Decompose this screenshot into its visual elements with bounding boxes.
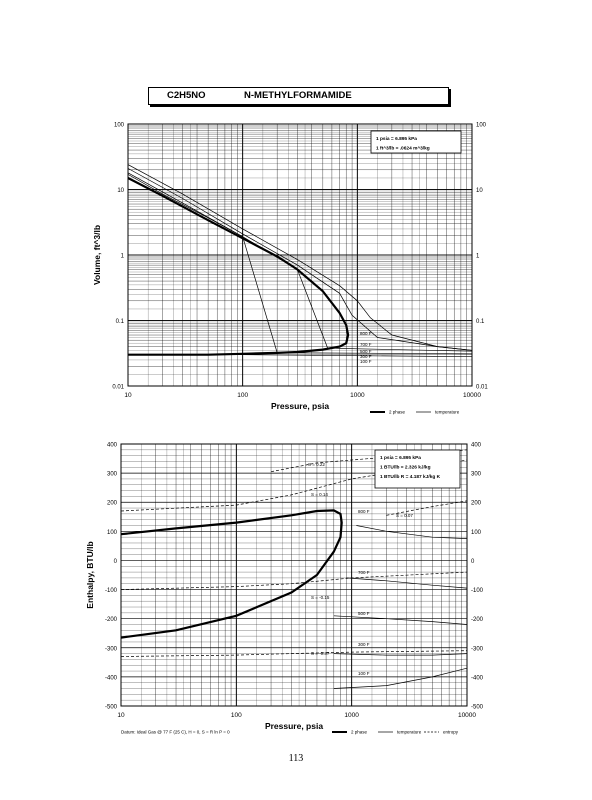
isotherm-line xyxy=(333,615,467,625)
x-tick-label: 10000 xyxy=(463,392,481,399)
conversion-text: 1 psia = 6.895 kPa xyxy=(380,455,421,461)
y-tick-label-right: 200 xyxy=(471,501,482,507)
datum-footnote: Datum: Ideal Gas @ 77 F (25 C), H = 0, S… xyxy=(121,730,230,735)
y-tick-label-right: -500 xyxy=(471,705,484,711)
temperature-label: 300 F xyxy=(360,354,372,359)
temperature-label: 700 F xyxy=(360,342,372,347)
y-tick-label: 0.01 xyxy=(112,385,124,391)
temperature-label: 500 F xyxy=(360,349,372,354)
plot-area xyxy=(128,164,472,358)
y-tick-label: -300 xyxy=(105,646,118,652)
temperature-label: 500 F xyxy=(358,611,370,616)
conversion-box xyxy=(370,130,462,154)
y-tick-label-right: 0 xyxy=(471,559,475,565)
two-phase-dome xyxy=(128,177,350,356)
y-tick-label-right: -400 xyxy=(471,675,484,681)
entropy-label: S = -0.37 xyxy=(311,651,330,656)
isotherm-line xyxy=(128,164,472,351)
y-tick-label-right: 1 xyxy=(476,254,480,260)
entropy-label: S = 0.07 xyxy=(396,513,413,518)
x-tick-label: 100 xyxy=(237,392,248,399)
y-tick-label: 1 xyxy=(121,254,125,260)
conversion-text: 1 ft^3/lb = .0624 m^3/kg xyxy=(376,146,430,152)
x-axis-label: Pressure, psia xyxy=(271,401,329,411)
legend-label: temperature xyxy=(435,410,460,415)
x-tick-label: 100 xyxy=(231,712,242,719)
conversion-box xyxy=(374,449,461,489)
y-tick-label-right: 0.01 xyxy=(476,385,488,391)
legend-label: temperature xyxy=(397,730,422,735)
chart-2: 10 100 1000 10000-500-400-300-200-100010020… xyxy=(85,443,484,735)
y-tick-label: 100 xyxy=(107,530,118,536)
grid xyxy=(127,123,473,387)
y-tick-label-right: 0.1 xyxy=(476,319,485,325)
x-tick-label: 10000 xyxy=(458,712,476,719)
two-phase-dome xyxy=(121,509,343,639)
y-tick-label: 0.1 xyxy=(116,319,125,325)
temperature-label: 100 F xyxy=(360,359,372,364)
y-tick-label-right: 100 xyxy=(471,530,482,536)
compound-header: C2H5NO N-METHYLFORMAMIDE xyxy=(148,87,449,105)
isotherm-line xyxy=(333,653,467,656)
y-tick-label: 400 xyxy=(107,443,118,449)
temperature-label: 100 F xyxy=(358,671,370,676)
x-tick-label: 10 xyxy=(124,392,132,399)
temperature-label: 800 F xyxy=(358,509,370,514)
y-tick-label: 0 xyxy=(114,559,118,565)
conversion-text: 1 BTU/lb = 2.326 kJ/kg xyxy=(380,465,431,471)
entropy-label: S = -0.15 xyxy=(311,595,330,600)
conversion-text: 1 BTU/lb R = 4.187 kJ/kg K xyxy=(380,474,441,480)
legend-label: 2 phase xyxy=(351,730,368,735)
compound-name: N-METHYLFORMAMIDE xyxy=(244,90,352,101)
y-tick-label: 10 xyxy=(117,188,124,194)
legend-label: 2 phase xyxy=(389,410,406,415)
plot-frame xyxy=(127,123,473,387)
temperature-label: 300 F xyxy=(358,642,370,647)
isotherm-line xyxy=(346,577,467,589)
conversion-text: 1 psia = 6.895 kPa xyxy=(376,136,417,142)
x-axis-label: Pressure, psia xyxy=(265,721,323,731)
page-number: 113 xyxy=(288,753,304,764)
chart-1: 10 100 1000 100000.010.11101000.010.1110100… xyxy=(92,123,488,415)
x-tick-label: 1000 xyxy=(344,712,359,719)
y-tick-label: -100 xyxy=(105,588,118,594)
isotherm-line xyxy=(333,667,467,689)
y-tick-label-right: 10 xyxy=(476,188,483,194)
entropy-line xyxy=(386,500,467,516)
legend-label: entropy xyxy=(443,730,459,735)
y-tick-label: 200 xyxy=(107,501,118,507)
entropy-label: S = 0.22 xyxy=(308,462,325,467)
y-tick-label-right: -200 xyxy=(471,617,484,623)
y-tick-label: -400 xyxy=(105,675,118,681)
isotherm-line xyxy=(128,168,472,351)
temperature-label: 800 F xyxy=(360,331,372,336)
x-tick-label: 1000 xyxy=(350,392,365,399)
y-tick-label: -500 xyxy=(105,705,118,711)
y-tick-label-right: 100 xyxy=(476,123,487,129)
y-tick-label: -200 xyxy=(105,617,118,623)
entropy-line xyxy=(121,650,467,657)
plot-area xyxy=(121,449,467,689)
y-axis-label: Enthalpy, BTU/lb xyxy=(85,541,95,608)
y-tick-label-right: 300 xyxy=(471,472,482,478)
temperature-label: 700 F xyxy=(358,570,370,575)
y-tick-label-right: -100 xyxy=(471,588,484,594)
compound-formula: C2H5NO xyxy=(167,90,206,101)
plot-frame xyxy=(120,443,468,707)
entropy-line xyxy=(121,571,467,590)
entropy-label: S = 0.14 xyxy=(311,492,328,497)
y-tick-label: 100 xyxy=(114,123,125,129)
y-tick-label: 300 xyxy=(107,472,118,478)
y-tick-label-right: 400 xyxy=(471,443,482,449)
y-tick-label-right: -300 xyxy=(471,646,484,652)
isotherm-line xyxy=(356,525,467,539)
x-tick-label: 10 xyxy=(117,712,125,719)
y-axis-label: Volume, ft^3/lb xyxy=(92,225,102,285)
